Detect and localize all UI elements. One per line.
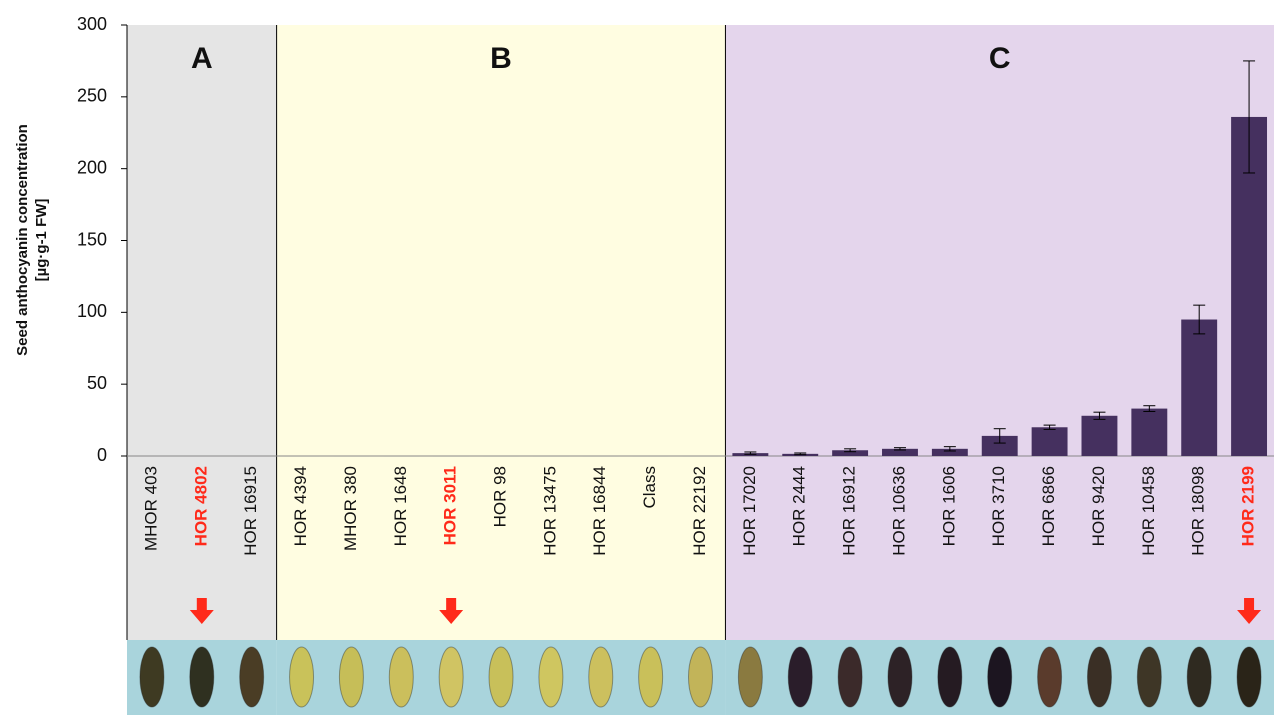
seed (988, 647, 1012, 707)
y-tick-label: 250 (77, 86, 107, 106)
seed (339, 647, 363, 707)
x-tick-label: HOR 4394 (291, 466, 310, 546)
x-tick-label: HOR 2444 (790, 466, 809, 546)
x-tick-label: HOR 98 (491, 466, 510, 527)
seed (489, 647, 513, 707)
seed (1087, 647, 1111, 707)
seed (888, 647, 912, 707)
bar (1032, 427, 1068, 456)
seed (938, 647, 962, 707)
panel-label: B (490, 42, 512, 75)
seed (439, 647, 463, 707)
y-tick-label: 50 (87, 373, 107, 393)
seed (689, 647, 713, 707)
seed (1237, 647, 1261, 707)
y-axis-title-line: [µg·g-1 FW] (33, 199, 50, 282)
y-tick-label: 300 (77, 14, 107, 34)
seed (788, 647, 812, 707)
seed (589, 647, 613, 707)
seed (190, 647, 214, 707)
x-tick-label: HOR 2199 (1239, 466, 1258, 546)
panel-label: A (191, 42, 213, 75)
y-axis-title: Seed anthocyanin concentration [µg·g-1 F… (14, 124, 50, 356)
bar (1082, 416, 1118, 456)
seed (389, 647, 413, 707)
x-tick-label: HOR 4802 (191, 466, 210, 546)
x-tick-label: HOR 18098 (1189, 466, 1208, 556)
y-tick-label: 0 (97, 445, 107, 465)
seed (290, 647, 314, 707)
x-tick-label: HOR 16912 (840, 466, 859, 556)
x-tick-label: HOR 16844 (590, 466, 609, 556)
x-tick-label: HOR 10458 (1139, 466, 1158, 556)
x-tick-label: HOR 13475 (540, 466, 559, 556)
x-tick-label: HOR 9420 (1089, 466, 1108, 546)
x-tick-label: MHOR 403 (141, 466, 160, 551)
x-tick-label: HOR 1648 (391, 466, 410, 546)
seed (738, 647, 762, 707)
x-tick-label: HOR 10636 (889, 466, 908, 556)
seed (240, 647, 264, 707)
bar (1131, 409, 1167, 456)
y-tick-label: 200 (77, 157, 107, 177)
seed (838, 647, 862, 707)
seed (1187, 647, 1211, 707)
x-tick-label: HOR 17020 (740, 466, 759, 556)
chart: Seed anthocyanin concentration [µg·g-1 F… (0, 0, 1274, 715)
seed (539, 647, 563, 707)
x-tick-label: HOR 3011 (441, 466, 460, 545)
seed (1137, 647, 1161, 707)
x-tick-label: Class (640, 466, 659, 509)
seed (1038, 647, 1062, 707)
bar (1181, 320, 1217, 456)
x-tick-label: HOR 22192 (690, 466, 709, 556)
panel-label: C (989, 42, 1011, 75)
x-tick-label: HOR 6866 (1039, 466, 1058, 546)
seed (639, 647, 663, 707)
x-tick-label: HOR 1606 (939, 466, 958, 546)
y-tick-label: 100 (77, 301, 107, 321)
y-tick-label: 150 (77, 229, 107, 249)
x-tick-label: MHOR 380 (341, 466, 360, 551)
x-tick-label: HOR 3710 (989, 466, 1008, 546)
seed (140, 647, 164, 707)
y-axis-title-line: Seed anthocyanin concentration (14, 124, 31, 356)
x-tick-label: HOR 16915 (241, 466, 260, 556)
